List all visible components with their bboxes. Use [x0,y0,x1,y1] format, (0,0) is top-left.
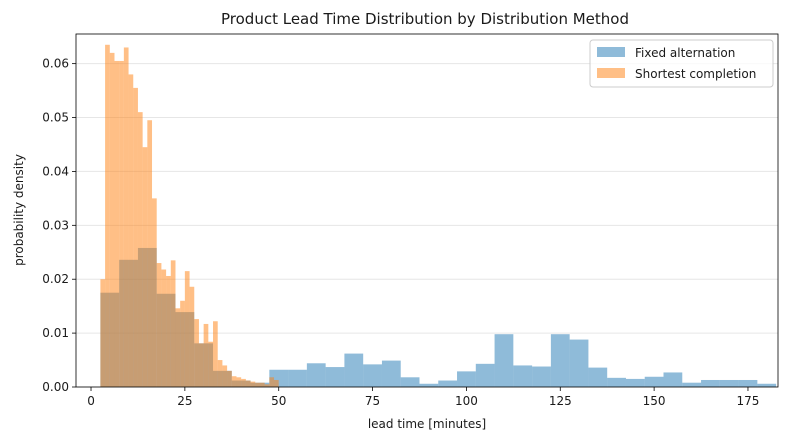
histogram-bar [569,339,589,387]
histogram-bar [147,120,153,387]
plot-frame [75,33,779,388]
histogram-bar [363,364,382,387]
histogram-bar [344,353,364,387]
histogram-bar [245,380,251,387]
histogram-bar [457,371,476,387]
histogram-bar [381,360,401,387]
bars-layer [100,44,777,388]
histogram-bar [222,365,228,387]
histogram-bar [194,319,199,387]
x-tick-label: 100 [455,394,478,408]
histogram-bar [100,279,106,387]
histogram-bar [203,323,209,387]
histogram-bar [114,60,120,387]
histogram-bar [152,198,157,387]
x-tick-label: 150 [643,394,666,408]
histogram-bar [532,366,551,387]
histogram-bar [208,341,214,387]
histogram-bar [701,379,720,387]
histogram-bar [142,147,148,387]
histogram-bar [288,369,307,387]
histogram-bar [175,308,181,387]
histogram-bar [119,60,124,387]
legend: Fixed alternation Shortest completion [589,39,774,88]
histogram-bar [241,378,246,387]
x-tick-label: 175 [737,394,760,408]
histogram-bar [217,360,223,387]
x-tick-label: 125 [549,394,572,408]
histogram-bar [306,363,326,387]
histogram-bar [757,383,777,387]
histogram-bar [180,300,185,387]
histogram-bar [607,377,626,387]
legend-label-fixed-alternation: Fixed alternation [635,46,735,60]
legend-label-shortest-completion: Shortest completion [635,67,756,81]
histogram-bar [236,377,242,387]
y-tick-label: 0.04 [42,164,69,178]
histogram-bar [494,334,514,387]
histogram-bar [264,384,270,387]
histogram-bar [644,376,664,387]
x-axis-label: lead time [minutes] [368,417,486,431]
histogram-bar [625,378,645,387]
histogram-bar [128,74,134,387]
series-1 [100,44,279,388]
x-tick-label: 0 [87,394,95,408]
histogram-bar [166,275,171,387]
histogram-bar [588,367,608,387]
histogram-bar [475,363,495,387]
histogram-bar [198,343,204,387]
histogram-bar [137,112,143,388]
histogram-bar [438,380,458,387]
histogram-bar [259,382,265,387]
histogram-bar [133,87,138,387]
histogram-bar [123,47,129,388]
histogram-bar [156,263,162,387]
legend-swatch-shortest-completion [597,68,625,78]
histogram-bar [419,383,439,387]
histogram-bar [109,52,115,387]
x-tick-label: 50 [271,394,286,408]
y-tick-label: 0.00 [42,380,69,394]
histogram-bar [682,382,702,387]
histogram-bar [250,381,256,387]
histogram-bar [184,271,190,387]
histogram-bar [719,379,739,387]
y-tick-label: 0.05 [42,111,69,125]
y-tick-label: 0.01 [42,326,69,340]
histogram-bar [213,321,218,387]
histogram-bar [325,367,345,387]
histogram-bar [663,372,683,387]
histogram-bar [269,377,275,387]
histogram-bar [400,377,420,387]
legend-swatch-fixed-alternation [597,47,625,57]
x-tick-label: 75 [365,394,380,408]
histogram-bar [255,382,260,387]
histogram-bar [105,44,110,387]
x-tick-label: 25 [177,394,192,408]
histogram-bar [738,379,758,387]
y-axis-label: probability density [12,154,26,266]
histogram-bar [170,260,176,387]
y-tick-label: 0.02 [42,272,69,286]
legend-box [589,39,774,88]
histogram-bar [231,376,237,387]
histogram-bar [189,286,195,387]
histogram-bar [161,269,167,387]
chart-title: Product Lead Time Distribution by Distri… [221,10,629,28]
histogram-bar [550,334,570,387]
ticks-layer: 0.00 0.01 0.02 0.03 0.04 0.05 0.06 0 25 50 75 100 12… [42,57,759,408]
y-tick-label: 0.06 [42,57,69,71]
histogram-bar [274,379,279,387]
histogram-bar [513,365,533,387]
y-tick-label: 0.03 [42,218,69,232]
histogram-bar [227,370,232,387]
